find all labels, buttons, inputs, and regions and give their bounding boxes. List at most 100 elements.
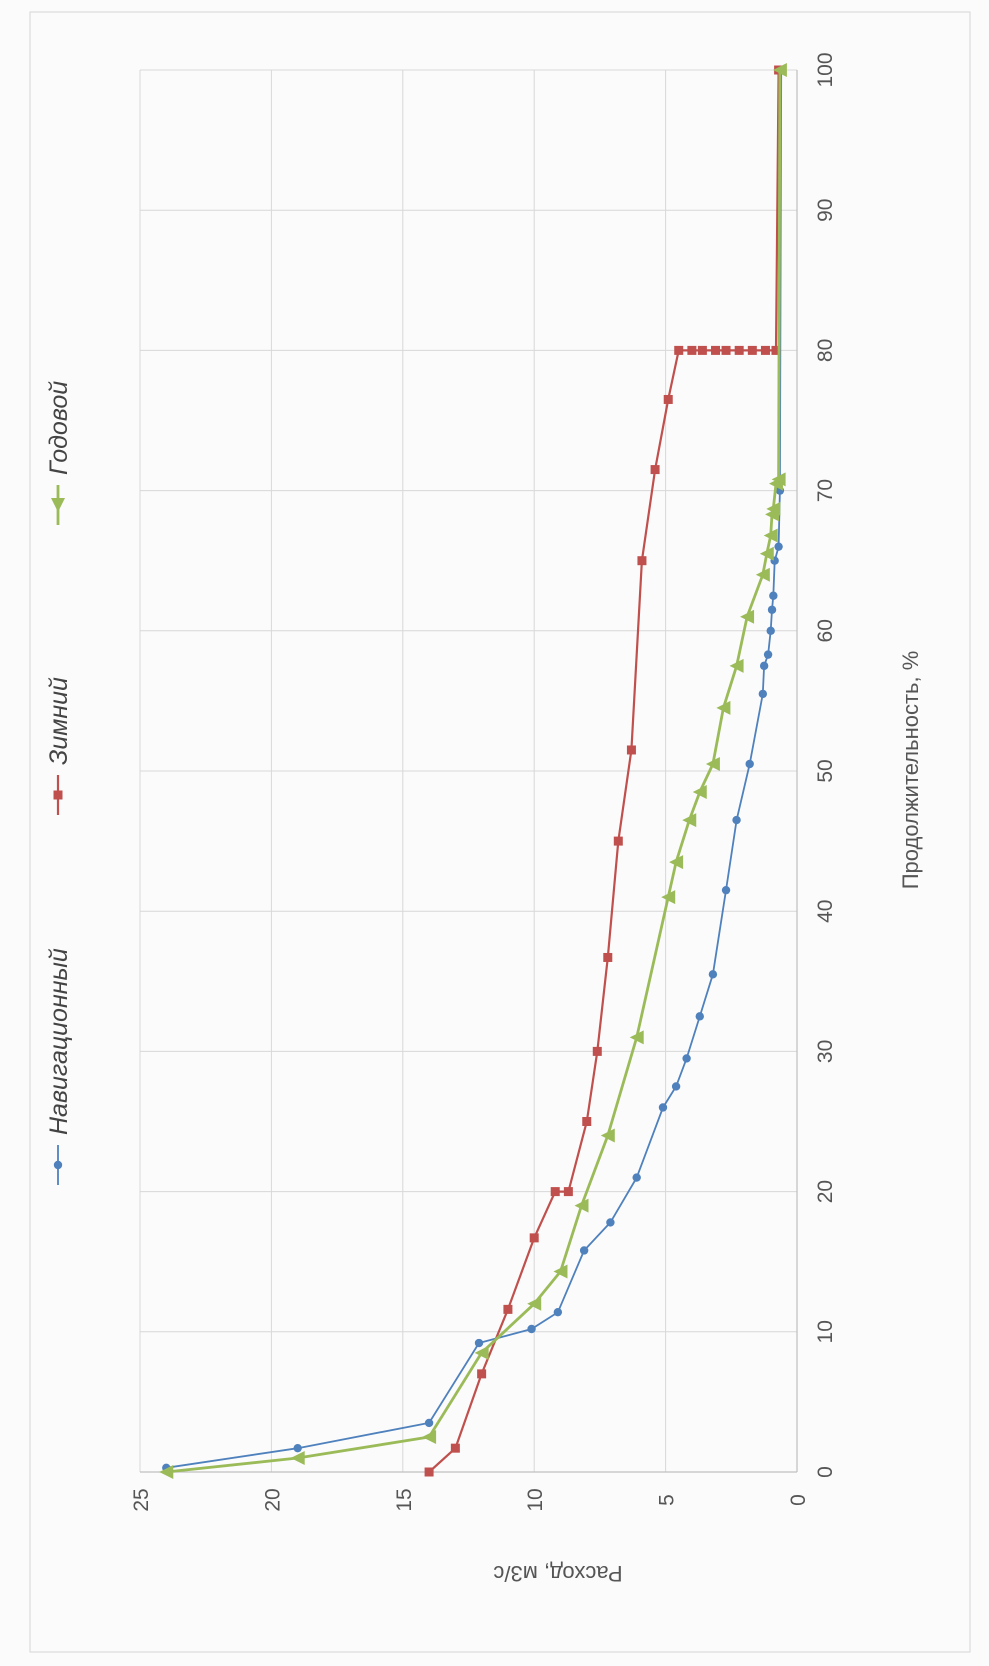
y-tick-5: 5 <box>656 1494 679 1506</box>
series-2-point <box>687 345 697 355</box>
series-2-point <box>503 1304 513 1314</box>
y-tick-15: 15 <box>393 1488 416 1511</box>
series-1-line <box>166 69 783 1469</box>
series-2-point <box>592 1046 602 1056</box>
series-2-point <box>747 345 757 355</box>
series-3-point <box>661 890 676 905</box>
series-3-point <box>422 1429 437 1444</box>
series-1-point <box>767 605 777 614</box>
series-1-point <box>766 626 775 635</box>
series-3-point <box>763 528 778 543</box>
y-axis-title-group: Расход, м3/с <box>493 1561 622 1586</box>
series-1-point <box>721 885 731 895</box>
series-2-point <box>424 1467 434 1477</box>
series-2-point <box>563 1187 573 1197</box>
x-tick-label: 60 <box>814 619 837 642</box>
series-3-point <box>740 609 755 624</box>
series-1-point <box>658 1103 668 1112</box>
y-tick-label: 10 <box>524 1488 547 1511</box>
data-series <box>159 63 787 1479</box>
series-3-point <box>692 785 707 800</box>
series-1-point <box>732 815 741 825</box>
series-2-point <box>674 345 684 355</box>
series-3-point <box>527 1296 542 1311</box>
x-tick-label: 30 <box>814 1040 837 1063</box>
series-3-point <box>705 756 720 771</box>
y-tick-label: 20 <box>261 1488 284 1511</box>
series-1-point <box>671 1082 681 1091</box>
series-3 <box>159 63 787 1479</box>
legend-item-2: Зимний <box>45 677 73 815</box>
x-tick-label: 20 <box>814 1180 837 1203</box>
legend-item-3: Годовой <box>45 381 73 525</box>
y-axis-title: Расход, м3/с <box>493 1561 622 1586</box>
series-2-point <box>637 556 647 566</box>
y-tick-label: 5 <box>656 1494 679 1506</box>
x-tick-0: 0 <box>814 1466 837 1478</box>
series-3-point <box>759 546 774 561</box>
series-1-point <box>682 1054 691 1063</box>
series-1-point <box>695 1012 704 1021</box>
series-2-point <box>603 952 613 962</box>
legend-swatch-marker <box>53 790 63 800</box>
x-tick-30: 30 <box>814 1040 837 1063</box>
series-3-point <box>600 1128 615 1143</box>
x-tick-40: 40 <box>814 900 837 923</box>
series-2-point <box>529 1233 539 1243</box>
series-2-point <box>626 745 636 755</box>
series-1-point <box>474 1338 484 1348</box>
series-3-point <box>553 1264 568 1279</box>
series-3-point <box>755 567 770 582</box>
y-tick-25: 25 <box>130 1488 153 1511</box>
series-1-point <box>606 1218 615 1227</box>
series-3-point <box>682 813 697 828</box>
axis-tick-labels: 0 10 20 30 40 50 60 70 80 90 100 0 5 10 15 20 25 <box>130 52 837 1511</box>
series-2-point <box>613 836 623 846</box>
x-tick-100: 100 <box>814 52 837 87</box>
series-2-point <box>650 465 660 475</box>
series-1-point <box>769 591 778 600</box>
y-tick-label: 0 <box>787 1494 810 1506</box>
series-3-point <box>669 855 684 870</box>
series-3-point <box>771 472 786 487</box>
y-tick-label: 25 <box>130 1488 153 1511</box>
legend-swatch-marker <box>53 1160 63 1170</box>
series-1-point <box>745 759 754 769</box>
x-tick-label: 90 <box>814 199 837 222</box>
x-tick-50: 50 <box>814 759 837 782</box>
series-3-point <box>772 63 787 77</box>
x-tick-60: 60 <box>814 619 837 642</box>
series-2-point <box>711 345 721 355</box>
series-3-point <box>729 658 744 673</box>
series-1-point <box>579 1246 589 1255</box>
x-axis-title: Продолжительность, % <box>898 651 923 890</box>
y-tick-10: 10 <box>524 1488 547 1511</box>
series-1-point <box>758 689 768 699</box>
series-3-point <box>629 1030 644 1045</box>
series-3-point <box>290 1450 305 1465</box>
legend-label: Навигационный <box>45 948 73 1135</box>
series-2-point <box>721 345 731 355</box>
y-tick-20: 20 <box>261 1488 284 1511</box>
x-tick-label: 0 <box>814 1466 837 1478</box>
series-1-point <box>708 970 718 979</box>
x-tick-20: 20 <box>814 1180 837 1203</box>
series-1-point <box>527 1324 536 1334</box>
y-tick-0: 0 <box>787 1494 810 1506</box>
grid-lines <box>139 69 798 1473</box>
series-1-point <box>293 1443 302 1453</box>
legend-label: Зимний <box>45 677 73 765</box>
series-2-point <box>697 345 707 355</box>
series-1-point <box>424 1418 434 1428</box>
x-tick-label: 80 <box>814 339 837 362</box>
x-tick-10: 10 <box>814 1320 837 1343</box>
legend-swatch-marker <box>51 498 65 512</box>
series-2-point <box>734 345 744 355</box>
series-2-point <box>450 1443 460 1453</box>
series-1-point <box>553 1307 563 1317</box>
x-tick-label: 50 <box>814 759 837 782</box>
x-axis-title-group: Продолжительность, % <box>898 651 923 890</box>
series-1 <box>162 65 786 1472</box>
series-2 <box>424 65 784 1477</box>
